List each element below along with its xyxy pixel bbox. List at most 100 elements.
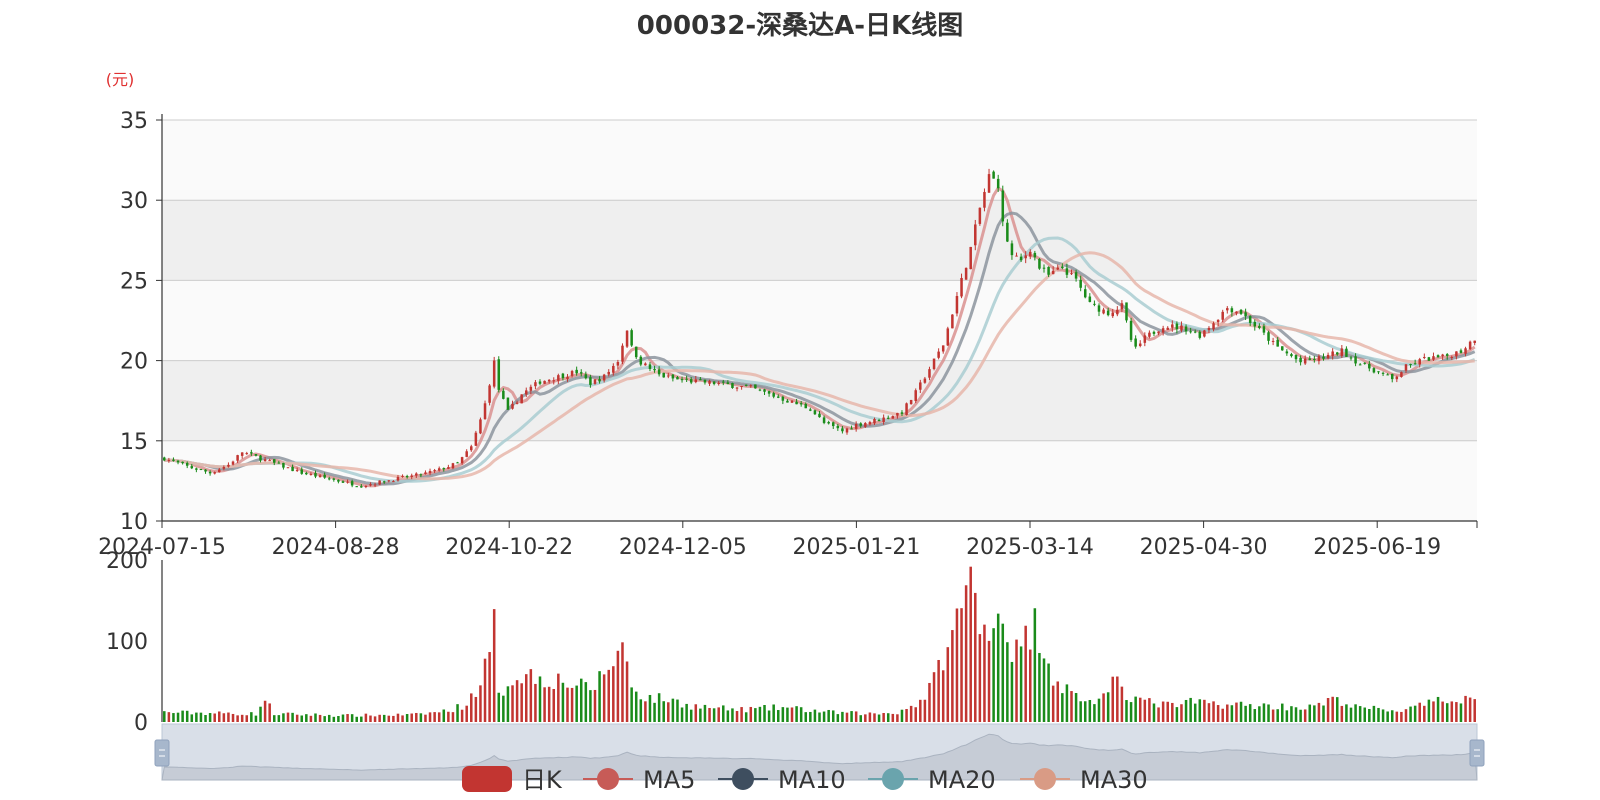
volume-bar [1450,701,1454,722]
candle [1423,353,1426,360]
candle [1290,352,1293,358]
candle [1239,308,1243,316]
candle-body [1019,256,1023,261]
candle [1189,327,1192,334]
volume-bar [231,713,235,722]
candle [1056,264,1060,271]
candle-body [712,381,716,385]
candle-body [593,379,597,384]
candle [222,465,226,471]
candle-body [960,277,963,297]
volume-bar [1074,693,1078,722]
candle [511,400,514,410]
handle-grip [154,739,170,767]
candle [1097,303,1101,317]
candle [245,451,249,455]
volume-bar [1125,700,1128,722]
volume-bar [772,704,775,722]
candle-body [1455,351,1458,357]
price-axis: 10 15 20 25 30 35 [120,109,163,535]
candle [538,379,542,386]
candle [1024,251,1027,264]
volume-bar [767,710,771,722]
legend-item[interactable]: MA10 [718,766,846,794]
volume-bar [891,713,895,722]
volume-bar [1253,709,1257,722]
handle-grip [1469,739,1485,767]
volume-bar [195,712,198,722]
candle-body [1001,190,1005,222]
volume-bar [868,712,872,722]
legend-item[interactable]: MA5 [583,766,695,794]
candle-body [653,368,656,371]
volume-bar [1239,701,1243,722]
candle-body [744,384,748,386]
candle [272,459,276,466]
candle-body [218,469,221,473]
slider-handle-left[interactable] [154,739,170,767]
candle-body [1294,355,1298,360]
volume-bar [630,687,633,722]
volume-bar [1322,705,1325,722]
volume-bar [813,709,817,722]
candle [300,467,304,475]
volume-bar [754,708,757,722]
candle [1230,306,1234,317]
volume-bar [437,712,441,722]
volume-bar [447,711,450,722]
candle [1459,348,1463,354]
legend-item[interactable]: MA20 [868,766,996,794]
candle [964,267,968,280]
volume-bar [946,647,950,722]
volume-bar [1097,698,1101,722]
volume-bar [382,714,386,722]
candle-body [781,396,785,401]
volume-bar [969,566,972,722]
candle [685,375,688,382]
candle [680,376,684,383]
slider-handle-right[interactable] [1469,739,1485,767]
volume-bar [511,685,514,722]
volume-bar [671,698,675,722]
candle-body [648,364,652,369]
volume-bar [1184,699,1188,722]
candle-body [749,385,753,387]
candle-body [524,390,528,395]
candle-body [602,374,606,381]
legend-item[interactable]: MA30 [1020,766,1148,794]
candle [543,380,546,385]
volume-bar [882,712,885,722]
candle [671,373,675,382]
candle [1010,240,1014,260]
candle-body [676,377,679,380]
line-marker-icon [882,768,904,790]
candle-body [1267,332,1270,341]
candle-body [740,386,743,388]
candle [447,464,450,470]
candle-body [657,369,661,375]
legend-item[interactable]: 日K [462,766,563,794]
volume-bar [236,715,239,722]
volume-bar [199,712,203,722]
candle-body [735,387,739,389]
candle-body [1042,267,1046,269]
volume-bar [176,712,180,722]
candle [1262,323,1266,336]
candle [1276,337,1279,347]
candle-body [282,462,285,468]
volume-bar [667,702,670,722]
candle-body [1033,252,1037,258]
candle [1441,353,1444,361]
candle [373,482,377,487]
candle-body [259,455,262,461]
volume-bar [676,699,679,722]
candle [923,376,927,384]
volume-bar [309,715,313,722]
candle [1203,329,1206,338]
volume-bar [1455,702,1458,722]
candle-body [337,479,340,482]
candle-body [799,403,803,405]
candle [763,388,766,396]
candle [1111,308,1115,318]
